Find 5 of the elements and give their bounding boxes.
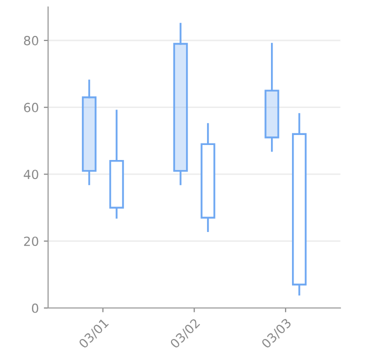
y-tick-label: 0 [32, 303, 38, 313]
y-tick-label: 60 [24, 102, 38, 112]
y-tick-label: 80 [24, 36, 38, 46]
y-tick-label: 20 [24, 236, 38, 246]
y-tick-label: 40 [24, 170, 38, 180]
